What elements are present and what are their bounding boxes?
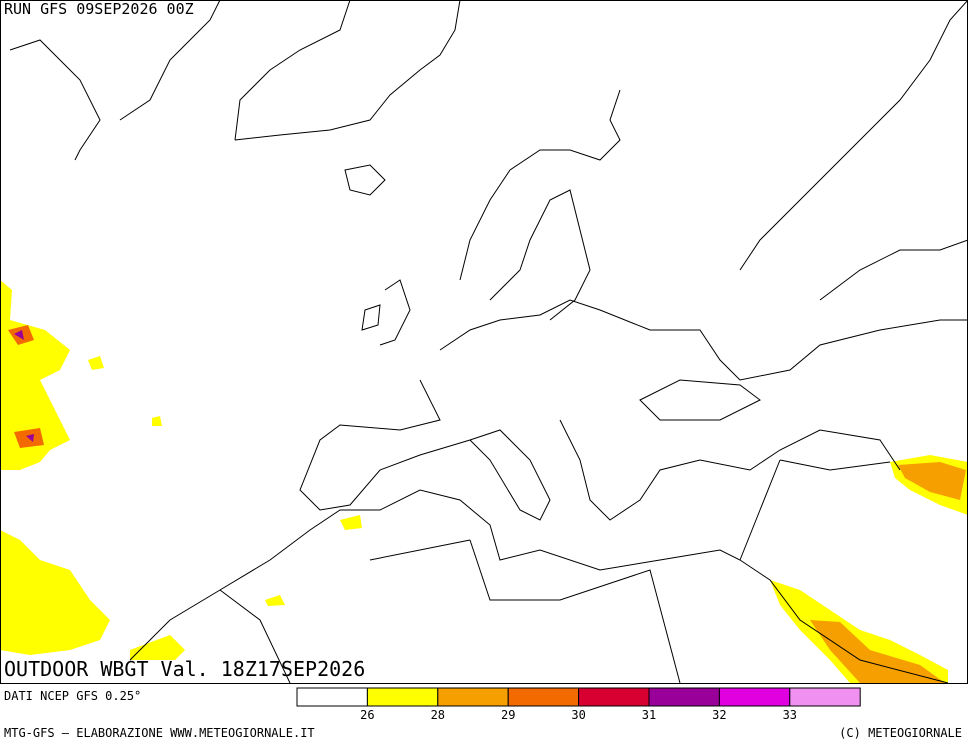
legend-label: 28 — [431, 708, 445, 722]
color-legend: 26 28 29 30 31 32 33 — [296, 687, 861, 722]
wbgt-area — [810, 620, 945, 683]
legend-label: 31 — [642, 708, 656, 722]
legend-swatch — [578, 687, 650, 707]
legend-swatch — [437, 687, 509, 707]
legend-swatch — [648, 687, 720, 707]
wbgt-area — [8, 325, 44, 448]
legend-label: 33 — [783, 708, 797, 722]
border — [439, 299, 968, 381]
legend-label: 30 — [571, 708, 585, 722]
wbgt-area — [0, 530, 110, 655]
legend-label: 32 — [712, 708, 726, 722]
legend-swatch — [789, 687, 861, 707]
coastline — [129, 489, 949, 684]
legend-label: 29 — [501, 708, 515, 722]
coastline — [639, 379, 761, 421]
footer-left: MTG-GFS — ELABORAZIONE WWW.METEOGIORNALE… — [4, 726, 315, 740]
footer-right: (C) METEOGIORNALE — [839, 726, 962, 740]
legend-swatch — [507, 687, 580, 707]
coastline — [344, 164, 386, 196]
coastline — [299, 379, 551, 521]
wbgt-area — [898, 462, 966, 500]
wbgt-area — [0, 280, 70, 470]
wbgt-area — [770, 580, 948, 683]
border — [219, 539, 681, 684]
coastline — [459, 89, 621, 321]
map — [0, 0, 968, 684]
border — [739, 459, 891, 561]
border — [739, 0, 968, 301]
source-label: DATI NCEP GFS 0.25° — [4, 689, 141, 703]
run-label: RUN GFS 09SEP2026 00Z — [4, 0, 194, 18]
legend-swatch — [718, 687, 791, 707]
map-title: OUTDOOR WBGT Val. 18Z17SEP2026 — [4, 657, 365, 681]
coastline — [9, 0, 221, 161]
coastline — [234, 0, 461, 141]
legend-swatch — [296, 687, 368, 707]
coastline — [559, 419, 901, 521]
legend-swatch — [366, 687, 439, 707]
legend-label: 26 — [360, 708, 374, 722]
coastline — [361, 279, 411, 346]
